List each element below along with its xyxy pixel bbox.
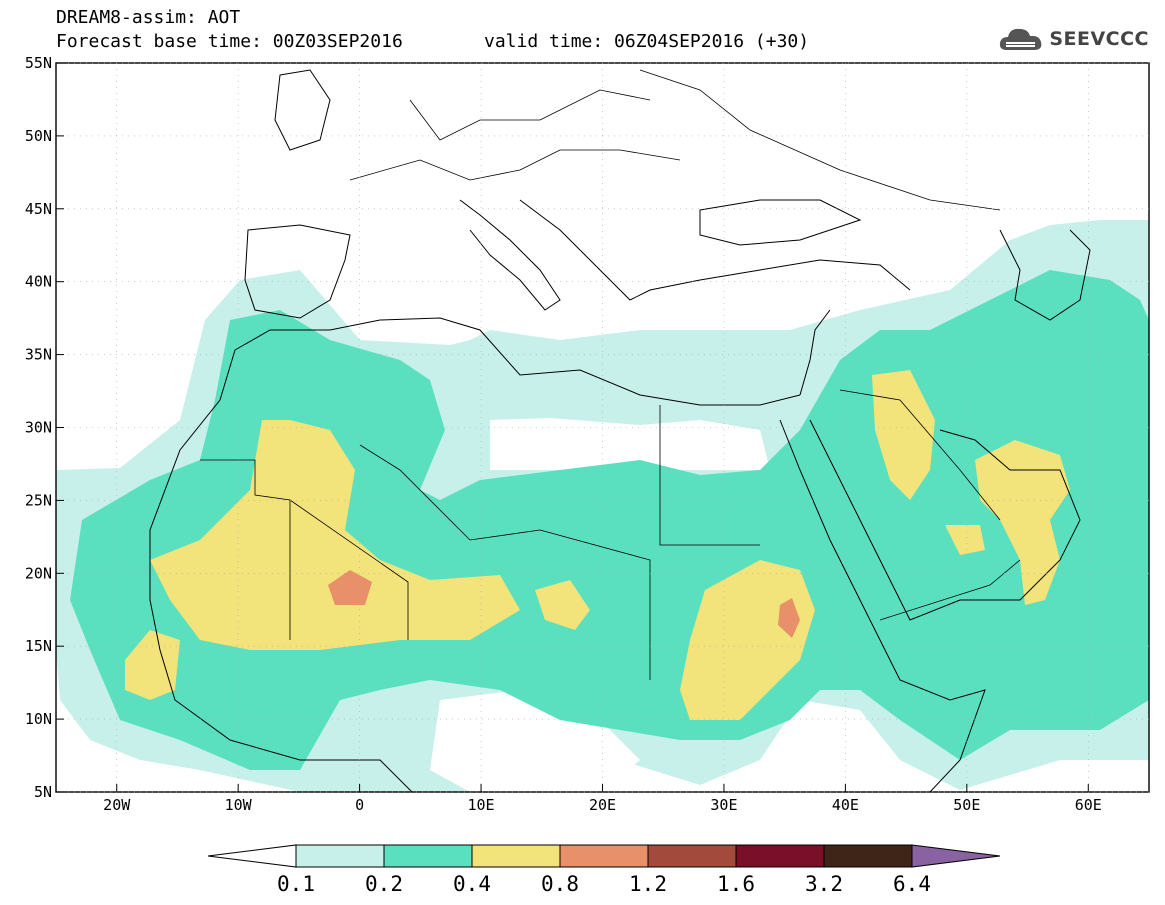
latitude-ticks: 55N 50N 45N 40N 35N 30N 25N 20N 15N 10N 5N xyxy=(25,54,1149,801)
lat-tick-label: 50N xyxy=(25,127,52,145)
aot-band-0-4-iraq xyxy=(872,370,935,500)
aot-band-0-4-west-sahara xyxy=(150,420,520,650)
lon-tick-label: 0 xyxy=(355,796,364,814)
lon-tick-label: 10E xyxy=(468,796,495,814)
aot-band-0-4-chad xyxy=(535,580,590,630)
lat-tick-label: 35N xyxy=(25,346,52,364)
aot-band-0-8-mali xyxy=(328,570,372,605)
aot-band-0-4-atlantic-coast xyxy=(125,630,180,700)
colorbar-max-triangle xyxy=(911,844,1001,868)
lon-tick-label: 30E xyxy=(710,796,737,814)
aot-contours xyxy=(56,220,1149,792)
lon-tick-label: 60E xyxy=(1075,796,1102,814)
lon-tick-label: 40E xyxy=(832,796,859,814)
coastline-west-africa xyxy=(149,349,413,792)
colorbar-label: 3.2 xyxy=(805,872,843,896)
border-europe-2 xyxy=(409,89,651,141)
seevccc-logo: SEEVCCC xyxy=(997,24,1149,54)
lat-tick-label: 20N xyxy=(25,564,52,582)
colorbar: 0.1 0.2 0.4 0.8 1.2 1.6 3.2 6.4 xyxy=(207,844,1001,896)
lat-tick-label: 40N xyxy=(25,273,52,291)
colorbar-label: 0.2 xyxy=(365,872,403,896)
border-sahara-1 xyxy=(200,459,291,640)
border-sahara-3 xyxy=(359,444,541,541)
country-borders xyxy=(200,69,1021,680)
coastline-caspian xyxy=(999,229,1091,321)
border-saudi-yemen xyxy=(879,559,1021,621)
lat-tick-label: 25N xyxy=(25,491,52,509)
clear-region-egypt xyxy=(490,418,770,470)
lat-tick-label: 10N xyxy=(25,710,52,728)
logo-text: SEEVCCC xyxy=(1049,28,1149,50)
colorbar-label: 6.4 xyxy=(893,872,931,896)
coastline-horn-of-africa xyxy=(879,639,986,792)
lon-tick-label: 50E xyxy=(953,796,980,814)
lon-tick-label: 20W xyxy=(103,796,131,814)
border-egypt-libya xyxy=(659,405,760,546)
aot-band-0-4-sudan xyxy=(680,560,815,720)
coastline-italy xyxy=(459,199,561,311)
coastlines xyxy=(149,69,1091,792)
colorbar-box xyxy=(471,844,561,868)
coastline-levant xyxy=(799,309,831,396)
colorbar-box xyxy=(295,844,385,868)
border-saudi xyxy=(839,389,1001,521)
lat-tick-label: 55N xyxy=(25,54,52,72)
lon-tick-label: 10W xyxy=(225,796,253,814)
lat-tick-label: 15N xyxy=(25,637,52,655)
lat-tick-label: 45N xyxy=(25,200,52,218)
colorbar-box xyxy=(823,844,913,868)
colorbar-label: 0.4 xyxy=(453,872,491,896)
coastline-balkans-turkey xyxy=(519,199,911,301)
colorbar-label: 1.6 xyxy=(717,872,755,896)
colorbar-label: 1.2 xyxy=(629,872,667,896)
colorbar-box xyxy=(735,844,825,868)
lat-tick-label: 5N xyxy=(34,783,52,801)
aot-band-0-4-gulf xyxy=(975,440,1070,605)
colorbar-label: 0.1 xyxy=(277,872,315,896)
map-title: DREAM8-assim: AOT xyxy=(56,7,241,28)
cloud-icon xyxy=(1000,28,1042,50)
coastline-north-africa xyxy=(234,317,801,406)
coastline-red-sea xyxy=(779,419,881,641)
border-russia xyxy=(639,69,1001,211)
coastline-black-sea xyxy=(699,199,862,246)
colorbar-box xyxy=(559,844,649,868)
colorbar-box xyxy=(647,844,737,868)
forecast-base-time: Forecast base time: 00Z03SEP2016 xyxy=(56,31,403,52)
coastline-iberia xyxy=(244,224,351,319)
valid-time: valid time: 06Z04SEP2016 (+30) xyxy=(484,31,810,52)
coastline-uk xyxy=(274,69,331,151)
colorbar-min-triangle xyxy=(207,844,297,868)
lon-tick-label: 20E xyxy=(589,796,616,814)
coastline-arabia xyxy=(809,419,1081,621)
border-sahara-2 xyxy=(289,499,409,640)
lat-tick-label: 30N xyxy=(25,419,52,437)
aot-band-0-4-arabia-south xyxy=(945,525,985,555)
aot-band-0-8-sudan xyxy=(778,598,800,638)
border-europe-1 xyxy=(349,149,681,181)
colorbar-box xyxy=(383,844,473,868)
border-chad-sudan xyxy=(539,529,651,680)
longitude-ticks: 20W 10W 0 10E 20E 30E 40E 50E 60E xyxy=(103,63,1102,814)
colorbar-label: 0.8 xyxy=(541,872,579,896)
